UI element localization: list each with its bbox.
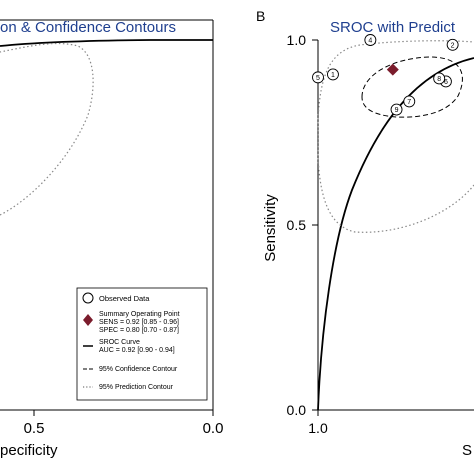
study-point-9	[390, 103, 403, 116]
panel-a-prediction-contour	[0, 42, 94, 216]
study-point-1	[327, 68, 339, 81]
legend-spec: SPEC = 0.80 [0.70 - 0.87]	[99, 327, 179, 334]
study-point-label-4: 4	[368, 38, 372, 45]
panel-a-tick-label-0.0: 0.0	[203, 420, 224, 437]
legend-box	[76, 287, 208, 401]
legend-auc: AUC = 0.92 [0.90 - 0.94]	[99, 347, 175, 354]
study-point-8	[433, 72, 446, 85]
study-point-2	[446, 38, 459, 51]
panel-b-ytick-label-1.0: 1.0	[287, 32, 307, 48]
study-point-label-9: 9	[395, 107, 399, 114]
panel-b-study-points: 123456789	[312, 34, 459, 116]
study-point-label-5: 5	[316, 75, 320, 82]
panel-b-ytick-label-0.5: 0.5	[287, 217, 307, 233]
legend-prediction-contour: 95% Prediction Contour	[99, 384, 174, 391]
panel-b-summary-point-diamond	[386, 63, 399, 76]
panel-a-sroc-curve	[0, 39, 213, 47]
panel-b-letter: B	[256, 8, 265, 24]
panel-b: B SROC with Predict 1.0 0.5 0.0 Sensitiv…	[256, 8, 474, 459]
study-point-label-6: 6	[444, 79, 448, 86]
legend-confidence-contour: 95% Confidence Contour	[99, 366, 178, 373]
panel-b-sroc-curve	[317, 57, 474, 411]
legend-sroc-curve: SROC Curve	[99, 339, 140, 346]
study-point-label-2: 2	[451, 42, 455, 49]
panel-b-confidence-contour	[361, 56, 463, 118]
study-point-label-7: 7	[407, 99, 411, 106]
study-point-label-1: 1	[331, 72, 335, 79]
study-point-7	[403, 95, 416, 108]
panel-b-ytick-label-0.0: 0.0	[287, 402, 307, 418]
study-point-4	[364, 34, 377, 46]
legend-open-circle-icon	[82, 292, 94, 304]
study-point-5	[312, 71, 324, 84]
legend-observed-data: Observed Data	[99, 294, 150, 303]
panel-a-tick-label-0.5: 0.5	[24, 420, 45, 437]
panel-a-x-axis-label: Specificity	[0, 442, 58, 459]
legend-sens: SENS = 0.92 [0.85 - 0.96]	[99, 319, 179, 326]
panel-a: on & Confidence Contours 0.5 0.0 Specifi…	[0, 19, 223, 459]
legend-diamond-icon	[83, 314, 93, 326]
panel-b-x-axis-label: S	[462, 442, 472, 459]
study-point-label-8: 8	[437, 76, 441, 83]
panel-a-title: on & Confidence Contours	[0, 19, 176, 36]
panel-b-title: SROC with Predict	[330, 19, 456, 36]
panel-a-legend: Observed Data Summary Operating Point SE…	[76, 287, 208, 401]
legend-summary-point: Summary Operating Point	[99, 311, 180, 318]
panel-b-y-axis-label: Sensitivity	[262, 194, 279, 262]
panel-b-xtick-label-1.0: 1.0	[308, 420, 328, 436]
